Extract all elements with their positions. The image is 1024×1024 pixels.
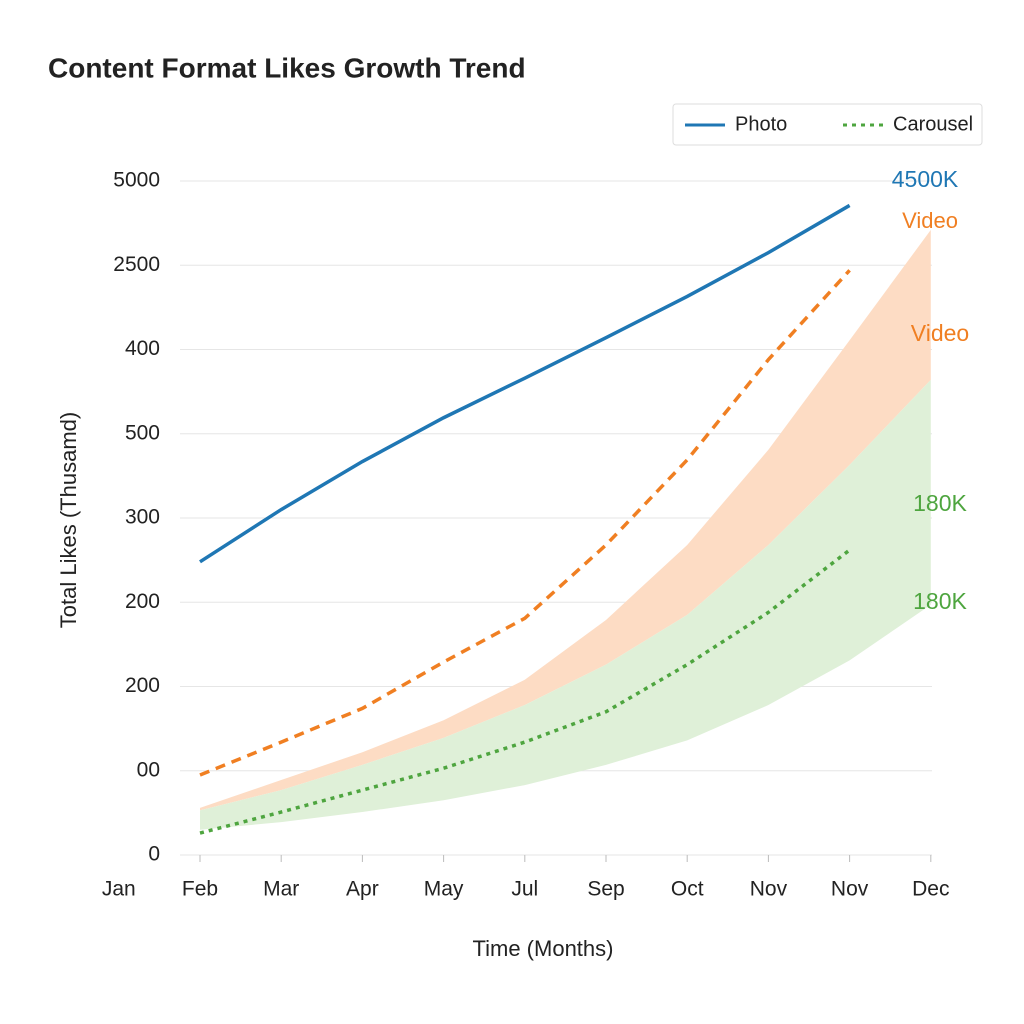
x-tick-label: Jan xyxy=(102,878,136,901)
y-tick-label: 2500 xyxy=(113,253,160,276)
x-tick-label: Jul xyxy=(511,878,538,901)
series-end-label: Video xyxy=(902,208,958,233)
band-area xyxy=(200,379,931,830)
annotation: Video xyxy=(911,320,969,346)
x-tick-label: Feb xyxy=(182,878,218,901)
y-tick-label: 5000 xyxy=(113,169,160,192)
annotation: 180K xyxy=(913,490,967,516)
y-axis-label: Total Likes (Thusamd) xyxy=(56,412,81,628)
legend-box xyxy=(672,103,983,146)
x-tick-label: Nov xyxy=(831,878,869,901)
y-tick-label: 200 xyxy=(125,674,160,697)
legend-label: Photo xyxy=(735,113,787,135)
x-tick-label: Nov xyxy=(750,878,788,901)
band-area xyxy=(200,229,931,811)
y-tick-label: 500 xyxy=(125,421,160,444)
legend-label: Carousel xyxy=(893,113,973,135)
y-tick-label: 300 xyxy=(125,506,160,529)
x-tick-label: Sep xyxy=(587,878,624,901)
y-tick-label: 400 xyxy=(125,337,160,360)
annotation: 180K xyxy=(913,588,967,614)
x-tick-label: Mar xyxy=(263,878,299,901)
series-line xyxy=(199,548,851,835)
series-line xyxy=(199,269,851,777)
annotation: 4500K xyxy=(892,166,959,192)
x-tick-label: May xyxy=(424,878,464,901)
y-tick-label: 00 xyxy=(137,758,160,781)
chart-title: Content Format Likes Growth Trend xyxy=(48,52,526,83)
x-tick-label: Dec xyxy=(912,878,949,901)
x-axis-label: Time (Months) xyxy=(473,936,614,961)
x-tick-label: Oct xyxy=(671,878,704,901)
series-line xyxy=(199,203,851,564)
y-tick-label: 0 xyxy=(148,843,160,866)
y-tick-label: 200 xyxy=(125,590,160,613)
x-tick-label: Apr xyxy=(346,878,379,901)
